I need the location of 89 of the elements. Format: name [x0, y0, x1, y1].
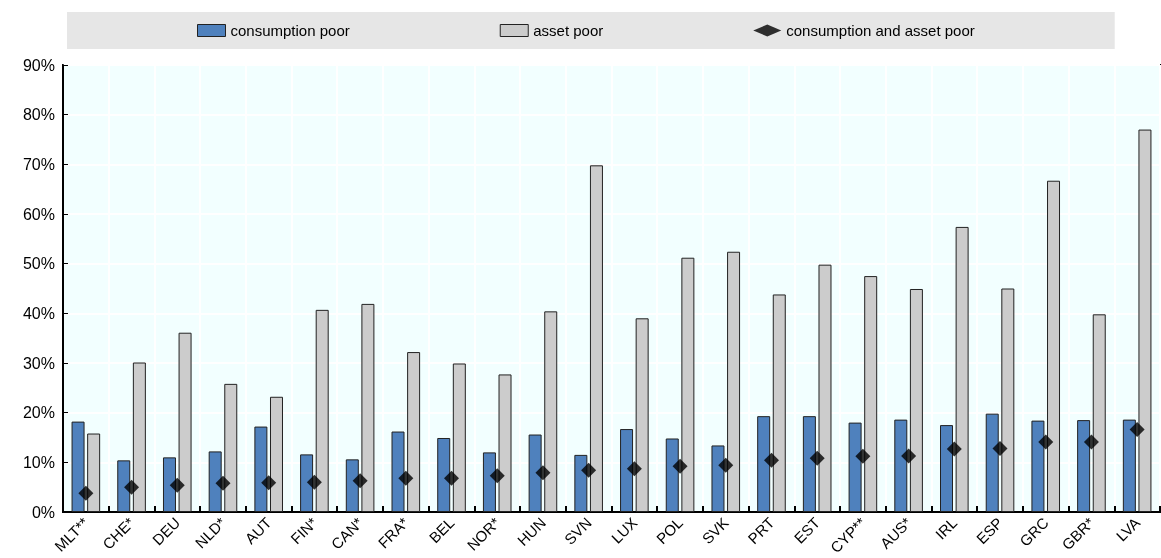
- bar: [1077, 420, 1091, 512]
- bar: [1092, 314, 1106, 512]
- x-tick-label: POL: [652, 513, 687, 548]
- bar: [711, 445, 725, 512]
- point: [992, 440, 1008, 456]
- bar: [407, 352, 421, 512]
- bar: [361, 303, 375, 512]
- bar: [437, 438, 451, 512]
- y-tick-label: 10%: [22, 453, 55, 471]
- bar: [894, 419, 908, 512]
- bar: [300, 454, 314, 512]
- point: [1129, 422, 1145, 438]
- bar: [544, 311, 558, 512]
- point: [398, 470, 414, 486]
- bar: [727, 251, 741, 512]
- bar: [224, 383, 238, 512]
- bar: [391, 431, 405, 512]
- point: [444, 470, 460, 486]
- bar: [635, 318, 649, 512]
- y-tick-label: 20%: [22, 404, 55, 422]
- y-tick-label: 80%: [22, 106, 55, 124]
- bar: [772, 294, 786, 512]
- point: [626, 461, 642, 477]
- bar: [909, 289, 923, 512]
- point: [261, 475, 277, 491]
- point: [215, 475, 231, 491]
- bar: [452, 363, 466, 512]
- bar: [498, 374, 512, 512]
- legend-label: asset poor: [533, 22, 604, 39]
- y-tick-label: 30%: [22, 354, 55, 372]
- bar: [985, 413, 999, 512]
- bar: [254, 426, 268, 512]
- bar: [315, 309, 329, 512]
- bar: [87, 433, 101, 512]
- y-tick-label: 70%: [22, 155, 55, 173]
- point: [901, 448, 917, 464]
- point: [581, 462, 597, 478]
- y-tick-label: 40%: [22, 304, 55, 322]
- point: [124, 479, 140, 495]
- point: [352, 473, 368, 489]
- bar: [864, 276, 878, 512]
- y-tick-label: 90%: [22, 56, 55, 74]
- bar: [955, 226, 969, 512]
- point: [763, 452, 779, 468]
- point: [306, 474, 322, 490]
- bar: [178, 332, 192, 512]
- point: [946, 441, 962, 457]
- point: [1038, 434, 1054, 450]
- bar: [574, 454, 588, 512]
- y-tick-label: 0%: [31, 503, 55, 521]
- point: [535, 465, 551, 481]
- point: [809, 450, 825, 466]
- bar: [269, 396, 283, 512]
- y-tick-label: 60%: [22, 205, 55, 223]
- point: [855, 448, 871, 464]
- bar: [208, 451, 222, 512]
- bar: [528, 434, 542, 512]
- bar: [482, 452, 496, 512]
- x-tick-label: BEL: [425, 513, 458, 547]
- point: [672, 458, 688, 474]
- bar: [818, 264, 832, 512]
- bar: [1047, 180, 1061, 512]
- bar: [757, 416, 771, 512]
- legend-label: consumption and asset poor: [786, 22, 975, 39]
- legend-label: consumption poor: [230, 22, 350, 39]
- x-tick-label: IRL: [931, 513, 961, 543]
- bar: [162, 457, 176, 512]
- bar: [345, 459, 359, 512]
- point: [169, 477, 185, 493]
- bar: [71, 421, 85, 512]
- bar: [681, 257, 695, 512]
- point: [489, 468, 505, 484]
- point: [718, 457, 734, 473]
- point: [1083, 434, 1099, 450]
- x-tick-label: LVA: [1112, 513, 1144, 545]
- bar: [589, 165, 603, 512]
- bar: [132, 362, 146, 512]
- bar: [1031, 420, 1045, 512]
- bar: [848, 422, 862, 512]
- bar: [1122, 419, 1136, 512]
- bar: [117, 460, 131, 512]
- bar: [1001, 288, 1015, 512]
- y-tick-label: 50%: [22, 255, 55, 273]
- bar: [665, 438, 679, 512]
- bar: [620, 429, 634, 512]
- point: [78, 485, 94, 501]
- bar: [940, 425, 954, 512]
- bar: [802, 416, 816, 512]
- bar: [1138, 129, 1152, 512]
